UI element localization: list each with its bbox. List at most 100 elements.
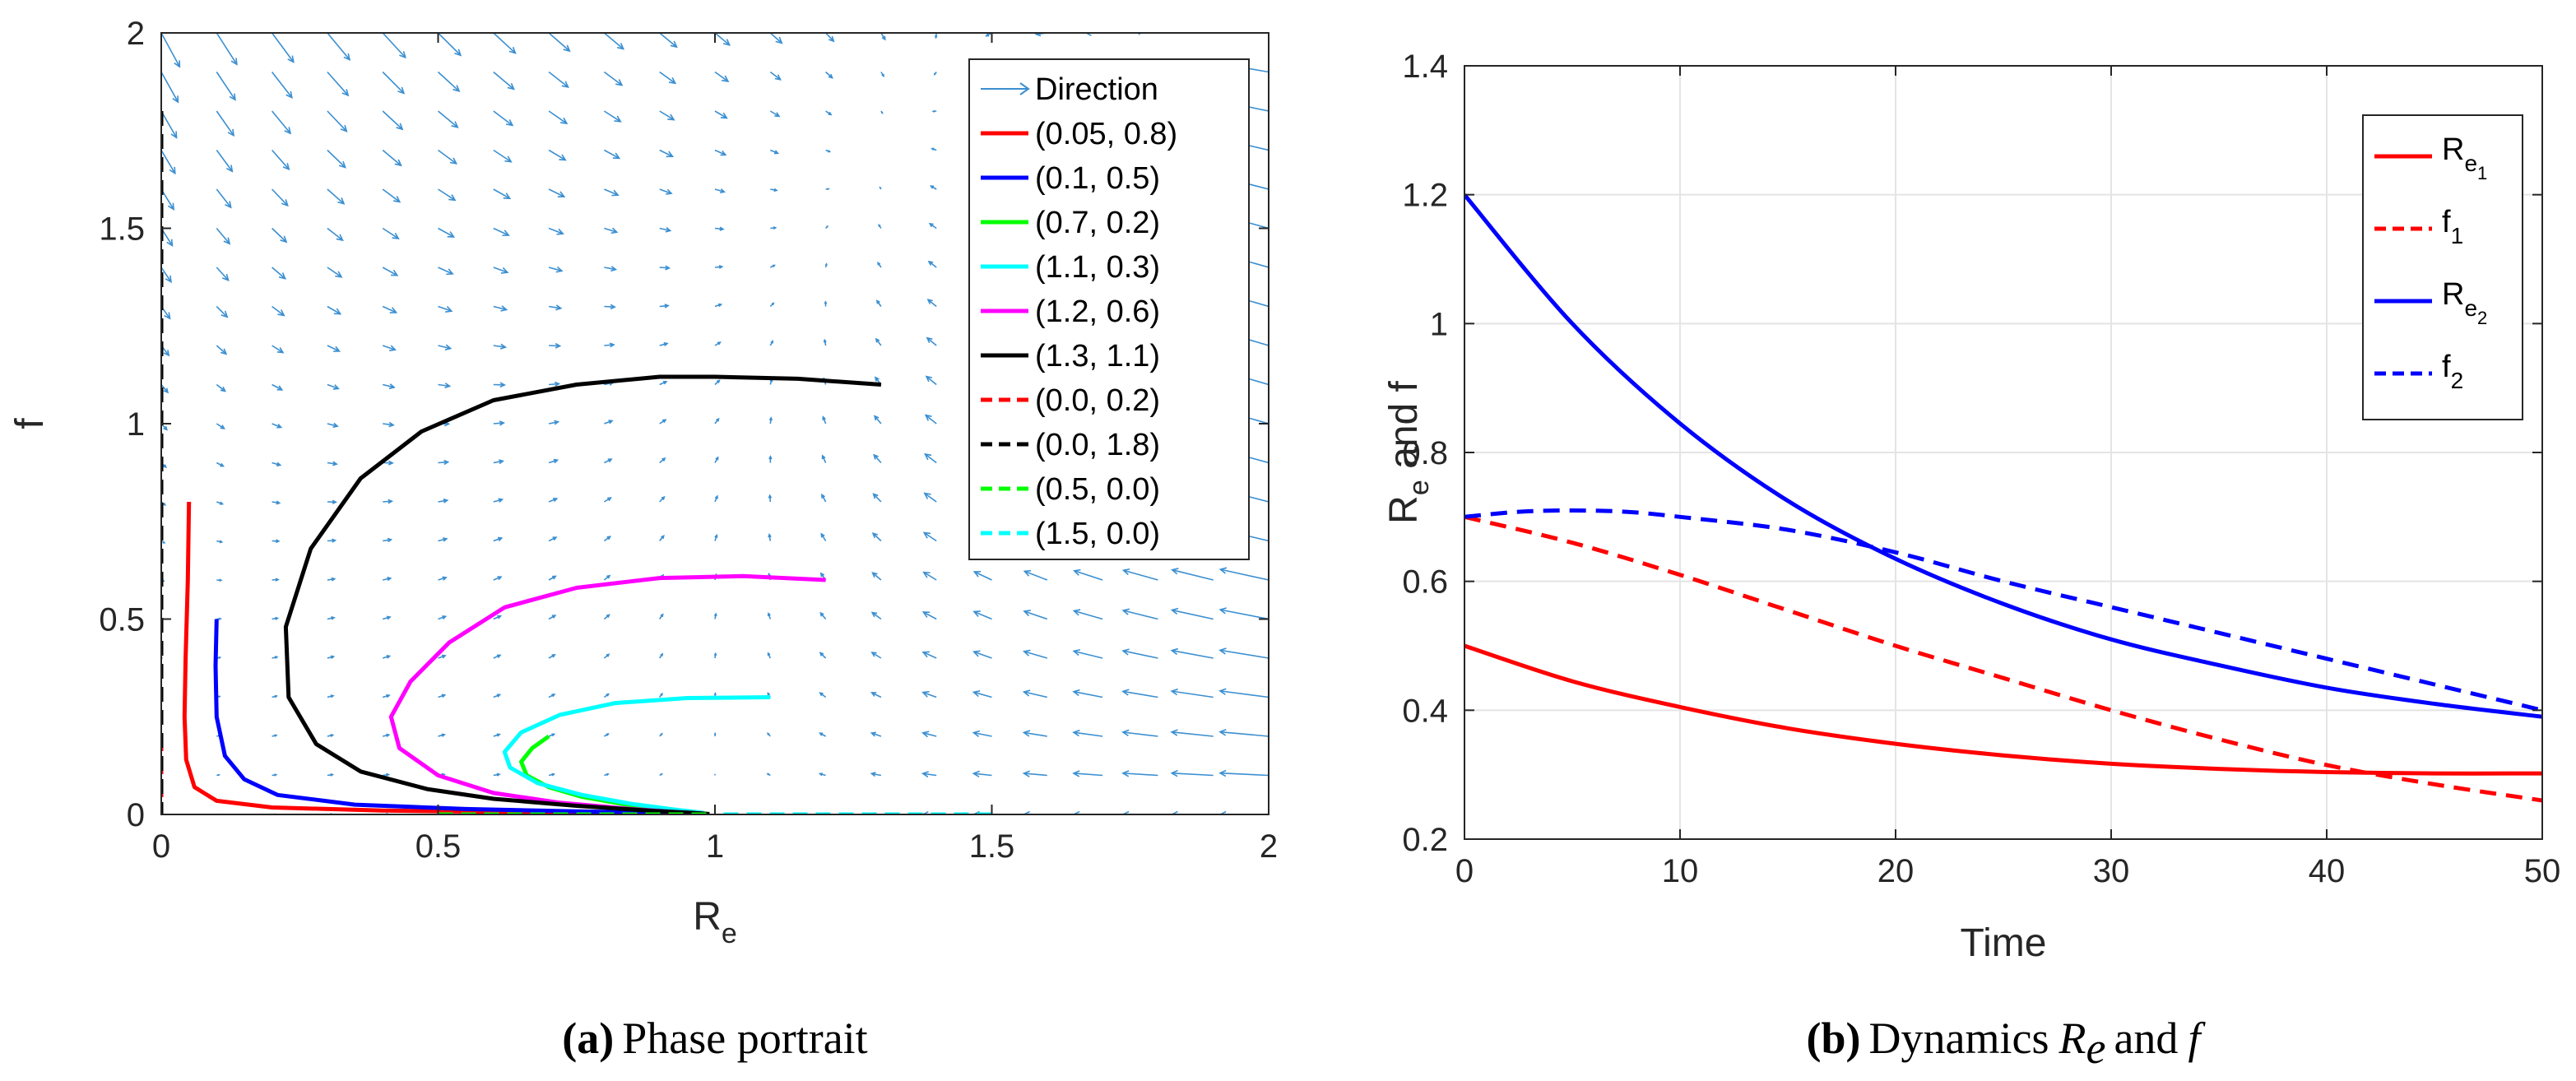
direction-arrow [493, 694, 502, 698]
direction-arrow [382, 267, 399, 276]
direction-arrow [161, 188, 174, 211]
direction-arrow [161, 267, 172, 284]
plot-b-ticks: 0 10 20 30 40 50 0.2 0.4 0.6 0.8 1 1.2 1.4 [1402, 49, 2560, 889]
legend-item-5: (1.2, 0.6) [981, 295, 1160, 329]
direction-arrow [272, 694, 278, 698]
direction-arrow [659, 380, 668, 386]
legend-item-9: (0.5, 0.0) [981, 472, 1160, 507]
legend-label: Re1 [2442, 132, 2487, 183]
direction-arrow [438, 383, 452, 389]
direction-arrow [603, 574, 611, 581]
legend-label: f2 [2442, 350, 2463, 393]
direction-arrow [1022, 730, 1047, 737]
direction-arrow [921, 651, 937, 659]
legend-label: Direction [1035, 72, 1158, 107]
direction-arrow [548, 304, 563, 311]
direction-arrow [216, 773, 220, 777]
direction-arrow [493, 227, 510, 237]
direction-arrow [825, 71, 833, 79]
direction-arrow [272, 345, 285, 354]
direction-arrow [819, 692, 827, 698]
direction-arrow [604, 420, 614, 425]
direction-arrow [880, 110, 884, 114]
direction-arrow [713, 731, 717, 737]
direction-arrow [713, 652, 717, 659]
direction-arrow [659, 613, 664, 619]
direction-arrow [870, 772, 882, 777]
direction-arrow [921, 690, 937, 698]
direction-arrow [769, 264, 776, 268]
direction-arrow [272, 227, 288, 244]
direction-arrow [659, 457, 666, 464]
series-line-4 [1464, 508, 2542, 712]
x-tick-label: 0 [1455, 853, 1474, 889]
direction-arrow [272, 734, 278, 737]
direction-arrow [327, 499, 337, 504]
direction-arrow [216, 383, 227, 392]
direction-arrow [767, 611, 772, 619]
direction-arrow [382, 694, 391, 698]
direction-arrow [548, 227, 564, 235]
direction-arrow [824, 300, 828, 307]
direction-arrow [818, 772, 826, 777]
direction-arrow [382, 345, 397, 351]
direction-arrow [924, 414, 937, 425]
direction-arrow [437, 110, 459, 128]
y-tick-label: 1 [1430, 306, 1448, 342]
direction-arrow [1170, 647, 1214, 659]
direction-arrow [871, 532, 882, 542]
legend-item-2: (0.1, 0.5) [981, 161, 1160, 196]
direction-arrow [327, 267, 343, 278]
direction-arrow [1072, 609, 1103, 620]
trajectory-6 [283, 374, 882, 814]
direction-arrow [659, 419, 667, 425]
direction-arrow [768, 533, 772, 541]
legend-item-6: (1.3, 1.1) [981, 339, 1160, 373]
direction-arrow [1072, 810, 1103, 814]
direction-arrow [216, 345, 228, 355]
direction-arrow [880, 33, 886, 41]
direction-arrow [438, 267, 454, 276]
direction-arrow [1121, 568, 1158, 581]
direction-arrow [931, 147, 937, 151]
direction-arrow [659, 188, 673, 195]
direction-arrow [925, 375, 937, 386]
direction-arrow [822, 415, 827, 425]
direction-arrow [872, 493, 882, 503]
direction-arrow [1022, 770, 1047, 777]
plot-b-xlabel: Time [1961, 921, 2047, 965]
direction-arrow [1121, 810, 1158, 814]
direction-arrow [766, 772, 771, 777]
direction-arrow [873, 453, 882, 464]
legend-item-4: f2 [2374, 350, 2463, 393]
direction-arrow [382, 33, 406, 59]
direction-arrow [714, 110, 728, 119]
direction-arrow [1170, 729, 1214, 737]
legend-item-2: f1 [2374, 205, 2463, 248]
direction-arrow [871, 572, 882, 581]
direction-arrow [161, 110, 178, 139]
direction-arrow [493, 343, 508, 350]
direction-arrow [438, 576, 448, 581]
legend-label: (1.3, 1.1) [1035, 339, 1160, 373]
direction-arrow [549, 342, 562, 349]
direction-arrow [493, 772, 501, 777]
direction-arrow [659, 692, 663, 698]
direction-arrow [438, 733, 446, 737]
plot-b-legend: Re1 f1 Re2 f2 [2362, 114, 2523, 420]
direction-arrow [548, 536, 558, 542]
direction-arrow [1170, 810, 1214, 814]
direction-arrow [438, 459, 450, 466]
direction-arrow [161, 72, 179, 104]
direction-arrow [382, 227, 400, 239]
direction-arrow [873, 415, 882, 425]
y-tick-label: 0.2 [1402, 822, 1448, 858]
legend-item-10: (1.5, 0.0) [981, 517, 1160, 551]
direction-arrow [438, 615, 448, 620]
direction-arrow [438, 305, 453, 313]
direction-arrow [769, 33, 783, 44]
direction-arrow [603, 653, 610, 659]
direction-arrow [931, 109, 937, 113]
direction-arrow [1121, 689, 1158, 698]
direction-arrow [714, 456, 719, 463]
